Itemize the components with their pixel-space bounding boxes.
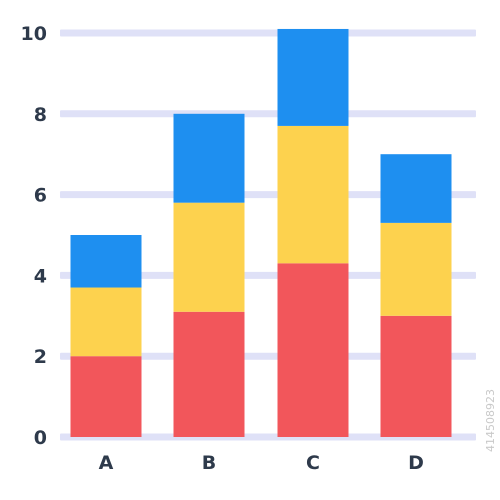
bar-segment [277, 28, 349, 126]
bar-segment [380, 315, 452, 437]
bar-segment [70, 356, 142, 437]
gridline [60, 29, 476, 37]
gridline [60, 271, 476, 279]
y-tick-label: 8 [34, 104, 47, 126]
y-tick-label: 0 [34, 427, 47, 449]
gridline [60, 433, 476, 441]
y-tick-label: 4 [34, 265, 47, 287]
bar-segment [173, 202, 245, 312]
x-tick-label: D [408, 452, 424, 474]
bar-segment [173, 311, 245, 437]
bar-segment [70, 287, 142, 357]
bar-segment [277, 263, 349, 437]
x-tick-label: B [202, 452, 216, 474]
bar-segment [380, 222, 452, 316]
x-tick-label: A [99, 452, 114, 474]
gridline [60, 110, 476, 118]
bar-segment [380, 154, 452, 223]
x-tick-label: C [306, 452, 320, 474]
y-tick-label: 2 [34, 346, 47, 368]
gridline [60, 352, 476, 360]
y-tick-label: 6 [34, 185, 47, 207]
watermark-text: 414508923 [484, 389, 497, 452]
bar-segment [173, 113, 245, 203]
bar-segment [70, 235, 142, 288]
bar-segment [277, 125, 349, 264]
gridline [60, 191, 476, 199]
y-tick-label: 10 [21, 23, 47, 45]
